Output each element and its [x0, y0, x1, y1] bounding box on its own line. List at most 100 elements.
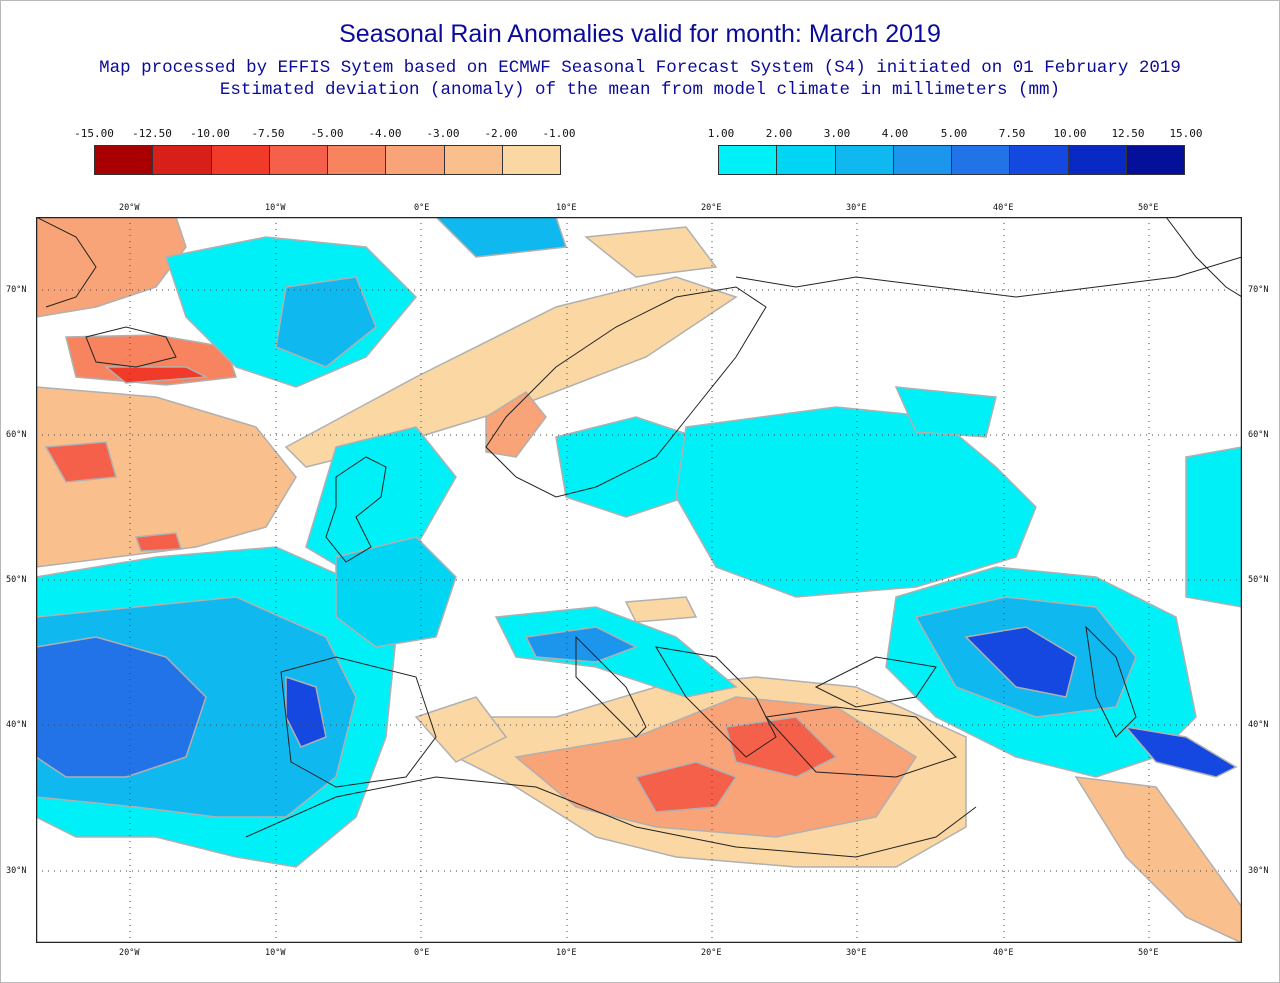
- region-russia-wet: [675, 406, 1037, 598]
- legend-pos-tick: 15.00: [1169, 127, 1203, 140]
- region-central-eu-dry: [624, 596, 698, 623]
- coastline-north-africa: [245, 776, 977, 858]
- lat-label-right: 60°N: [1248, 430, 1269, 440]
- lon-label-bottom: 20°W: [119, 948, 140, 958]
- legend-neg-tick: -7.50: [251, 127, 285, 140]
- region-atlantic-core: [44, 441, 117, 483]
- legend-pos-tick: 4.00: [881, 127, 909, 140]
- region-atlantic-dry: [35, 386, 297, 568]
- lon-label-bottom: 0°E: [414, 948, 430, 958]
- lat-label-right: 70°N: [1248, 285, 1269, 295]
- map-subtitle-processing: Map processed by EFFIS Sytem based on EC…: [99, 58, 1181, 78]
- lat-label-right: 50°N: [1248, 575, 1269, 585]
- legend-pos-tick: 5.00: [940, 127, 968, 140]
- negative-anomaly-regions: [35, 216, 1243, 945]
- lat-label-right: 40°N: [1248, 720, 1269, 730]
- legend-pos-swatch: [777, 146, 836, 174]
- coastline-black-sea: [814, 656, 937, 708]
- coastline-greenland: [35, 216, 97, 308]
- legend-neg-tick: -15.00: [74, 127, 114, 140]
- region-med-dry-core: [634, 761, 738, 813]
- coastline-scandinavia: [485, 286, 767, 498]
- region-atlantic-wet-core: [35, 636, 207, 778]
- lon-label-bottom: 10°W: [265, 948, 286, 958]
- region-iran-wet: [1124, 725, 1238, 778]
- lon-label-bottom: 30°E: [846, 948, 867, 958]
- legend-pos-tick: 3.00: [823, 127, 851, 140]
- legend-pos-swatch: [1126, 146, 1184, 174]
- lon-label-bottom: 50°E: [1138, 948, 1159, 958]
- lon-label-bottom: 20°E: [701, 948, 722, 958]
- positive-anomaly-regions: [35, 216, 1243, 868]
- legend-pos-tick: 7.50: [998, 127, 1026, 140]
- anomaly-map-svg: [35, 216, 1243, 945]
- legend-pos-swatch: [835, 146, 894, 174]
- legend-neg-tick: -5.00: [310, 127, 344, 140]
- region-caspian-wet-core: [964, 626, 1077, 698]
- lon-label-top: 40°E: [993, 203, 1014, 213]
- legend-pos-swatch: [952, 146, 1011, 174]
- region-iceland-core: [103, 366, 209, 384]
- coastline-caspian: [1085, 625, 1137, 738]
- legend-pos-swatch: [893, 146, 952, 174]
- legend-neg-swatch: [95, 146, 154, 174]
- coastline-turkey: [764, 706, 957, 778]
- lon-label-top: 50°E: [1138, 203, 1159, 213]
- coastline-north-russia: [735, 256, 1243, 298]
- lon-label-top: 20°E: [701, 203, 722, 213]
- legend-pos-tick: 2.00: [765, 127, 793, 140]
- region-france-wet: [335, 536, 457, 648]
- legend-pos-tick: 12.50: [1111, 127, 1145, 140]
- lon-label-bottom: 10°E: [556, 948, 577, 958]
- region-aegean-dry: [725, 716, 838, 778]
- legend-neg-swatch: [269, 146, 328, 174]
- lon-label-top: 10°E: [556, 203, 577, 213]
- legend-pos-tick: 10.00: [1053, 127, 1087, 140]
- legend-pos-swatch: [1068, 146, 1127, 174]
- region-barents-dry: [584, 226, 718, 278]
- graticule: [36, 217, 1242, 943]
- legend-neg-tick: -1.00: [542, 127, 576, 140]
- lon-label-top: 20°W: [119, 203, 140, 213]
- lat-label-left: 30°N: [6, 866, 27, 876]
- coastline-novaya-zemlya: [1165, 216, 1243, 298]
- legend-pos-tick: 1.00: [707, 127, 735, 140]
- lat-label-left: 60°N: [6, 430, 27, 440]
- region-med-dry-mid: [514, 696, 918, 838]
- legend-pos-swatch: [719, 146, 778, 174]
- region-alps-wet-core: [524, 626, 638, 663]
- legend-neg-tick: -4.00: [368, 127, 402, 140]
- legend-neg-swatch: [502, 146, 560, 174]
- coastline-balkans-greece: [655, 646, 777, 758]
- region-scandinavia-north-wet: [894, 386, 997, 438]
- legend-neg-swatch: [444, 146, 503, 174]
- legend-positive-colorbar: [718, 145, 1185, 175]
- map-title: Seasonal Rain Anomalies valid for month:…: [339, 20, 941, 48]
- coastlines: [35, 216, 1243, 858]
- legend-neg-tick: -2.00: [484, 127, 518, 140]
- coastline-uk: [325, 456, 387, 563]
- anomaly-map: [35, 216, 1243, 945]
- lat-label-right: 30°N: [1248, 866, 1269, 876]
- region-iberia-east-dry: [414, 696, 508, 763]
- region-portugal-wet: [285, 675, 327, 748]
- region-ural-wet: [1185, 446, 1243, 608]
- legend-neg-tick: -10.00: [190, 127, 230, 140]
- lat-label-left: 70°N: [6, 285, 27, 295]
- lon-label-bottom: 40°E: [993, 948, 1014, 958]
- coastline-iceland: [85, 326, 177, 368]
- region-north-atlantic-wet-mid: [275, 276, 377, 368]
- legend-neg-swatch: [211, 146, 270, 174]
- legend-pos-swatch: [1010, 146, 1069, 174]
- legend-neg-swatch: [386, 146, 445, 174]
- legend-neg-swatch: [153, 146, 212, 174]
- legend-neg-tick: -3.00: [426, 127, 460, 140]
- legend-neg-tick: -12.50: [132, 127, 172, 140]
- lon-label-top: 30°E: [846, 203, 867, 213]
- map-subtitle-description: Estimated deviation (anomaly) of the mea…: [219, 80, 1061, 100]
- map-border: [35, 216, 1243, 944]
- legend-neg-swatch: [328, 146, 387, 174]
- region-atlantic-spot: [134, 532, 183, 552]
- lon-label-top: 0°E: [414, 203, 430, 213]
- legend-negative-colorbar: [94, 145, 561, 175]
